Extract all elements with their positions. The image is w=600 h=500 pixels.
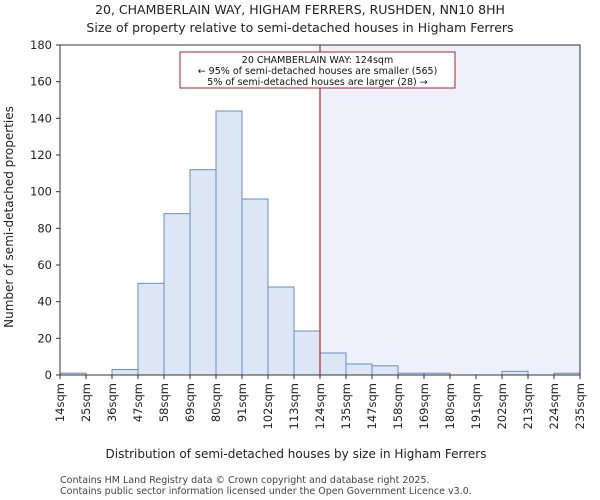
bar-91sqm — [241, 198, 269, 376]
y-tick-label: 20 — [37, 331, 52, 345]
y-tick-label: 140 — [30, 111, 52, 125]
y-tick-label: 160 — [30, 75, 52, 89]
y-axis-label: Number of semi-detached properties — [2, 106, 16, 328]
y-tick-label: 100 — [30, 185, 52, 199]
x-tick-label: 213sqm — [521, 383, 535, 429]
x-tick-label: 14sqm — [53, 383, 67, 422]
x-tick-label: 235sqm — [573, 383, 587, 429]
bar-69sqm — [189, 169, 217, 376]
x-tick-label: 91sqm — [235, 383, 249, 422]
bar-113sqm — [293, 330, 321, 376]
annotation-frame — [179, 51, 456, 89]
x-tick-label: 224sqm — [547, 383, 561, 429]
y-tick-label: 0 — [45, 368, 52, 382]
plot-area: 0 20 40 60 80 100 120 140 160 180 14sqm 25sqm 36sqm… — [30, 38, 587, 429]
x-tick-label: 47sqm — [131, 383, 145, 422]
y-axis: 0 20 40 60 80 100 120 140 160 180 — [30, 38, 60, 382]
x-tick-label: 124sqm — [313, 383, 327, 429]
x-tick-label: 180sqm — [443, 383, 457, 429]
x-tick-label: 36sqm — [105, 383, 119, 422]
bar-102sqm — [267, 286, 295, 376]
annotation-line-2: ← 95% of semi-detached houses are smalle… — [198, 66, 438, 77]
y-tick-label: 40 — [37, 295, 52, 309]
bar-124sqm — [319, 352, 347, 376]
footer-line-2: Contains public sector information licen… — [60, 486, 472, 497]
y-tick-label: 120 — [30, 148, 52, 162]
x-tick-label: 80sqm — [209, 383, 223, 422]
x-tick-label: 102sqm — [261, 383, 275, 429]
bar-58sqm — [163, 213, 191, 376]
larger-region-highlight — [320, 45, 580, 375]
x-tick-label: 113sqm — [287, 383, 301, 429]
x-tick-label: 25sqm — [79, 383, 93, 422]
x-axis: 14sqm 25sqm 36sqm 47sqm 58sqm 69sqm 80sqm 91sqm… — [53, 375, 587, 429]
x-tick-label: 202sqm — [495, 383, 509, 429]
x-axis-label: Distribution of semi-detached houses by … — [106, 447, 487, 461]
annotation-line-1: 20 CHAMBERLAIN WAY: 124sqm — [242, 55, 393, 66]
footer-line-1: Contains HM Land Registry data © Crown c… — [60, 475, 430, 486]
y-tick-label: 180 — [30, 38, 52, 52]
x-tick-label: 135sqm — [339, 383, 353, 429]
bar-47sqm — [137, 282, 165, 376]
bar-135sqm — [345, 363, 373, 376]
annotation-box: 20 CHAMBERLAIN WAY: 124sqm ← 95% of semi… — [179, 51, 456, 89]
bar-147sqm — [371, 365, 399, 376]
x-tick-label: 58sqm — [157, 383, 171, 422]
bar-36sqm — [111, 369, 139, 376]
x-tick-label: 69sqm — [183, 383, 197, 422]
x-tick-label: 158sqm — [391, 383, 405, 429]
y-tick-label: 60 — [37, 258, 52, 272]
bar-80sqm — [215, 110, 243, 376]
chart-title: 20, CHAMBERLAIN WAY, HIGHAM FERRERS, RUS… — [95, 2, 505, 17]
bar-202sqm — [501, 370, 529, 376]
x-tick-label: 191sqm — [469, 383, 483, 429]
x-tick-label: 147sqm — [365, 383, 379, 429]
bar-group — [59, 110, 581, 376]
annotation-line-3: 5% of semi-detached houses are larger (2… — [207, 77, 427, 88]
y-tick-label: 80 — [37, 221, 52, 235]
x-tick-label: 169sqm — [417, 383, 431, 429]
chart-subtitle: Size of property relative to semi-detach… — [86, 20, 513, 35]
